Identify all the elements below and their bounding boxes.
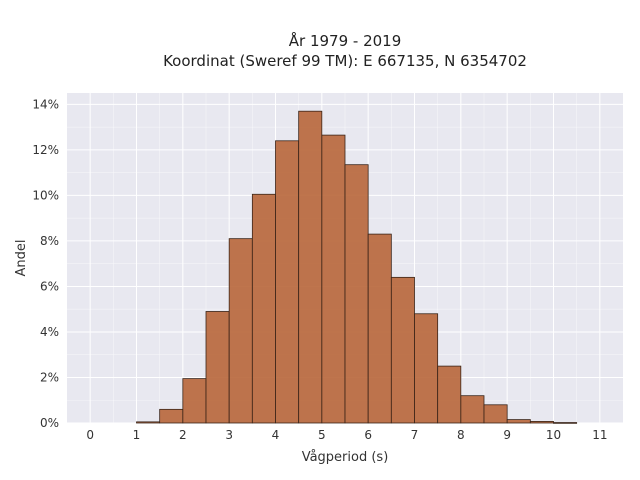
histogram-chart: År 1979 - 2019 Koordinat (Sweref 99 TM):… (0, 0, 640, 480)
histogram-bar (137, 422, 160, 423)
x-tick-label: 9 (503, 428, 511, 442)
histogram-bar (507, 420, 530, 423)
histogram-bar (415, 314, 438, 423)
x-tick-labels: 0 1 2 3 4 5 6 7 8 9 10 11 (86, 428, 607, 442)
chart-subtitle: Koordinat (Sweref 99 TM): E 667135, N 63… (163, 52, 527, 70)
y-tick-label: 8% (40, 234, 59, 248)
x-tick-label: 6 (364, 428, 372, 442)
y-axis-label: Andel (14, 240, 29, 277)
chart-title: År 1979 - 2019 (289, 31, 402, 50)
x-tick-label: 1 (133, 428, 141, 442)
x-tick-label: 7 (411, 428, 419, 442)
histogram-bar (554, 423, 577, 424)
histogram-bar (322, 135, 345, 423)
x-tick-label: 11 (592, 428, 607, 442)
histogram-bar (160, 409, 183, 423)
x-tick-label: 2 (179, 428, 187, 442)
x-tick-label: 5 (318, 428, 326, 442)
x-tick-label: 4 (272, 428, 280, 442)
y-tick-label: 14% (32, 97, 59, 111)
histogram-bar (438, 366, 461, 423)
histogram-bar (206, 311, 229, 423)
y-tick-label: 6% (40, 279, 59, 293)
y-tick-label: 0% (40, 416, 59, 430)
histogram-bar (229, 239, 252, 423)
y-tick-label: 2% (40, 370, 59, 384)
histogram-bar (252, 194, 275, 423)
histogram-bar (484, 405, 507, 423)
x-tick-label: 3 (225, 428, 233, 442)
x-tick-label: 0 (86, 428, 94, 442)
x-tick-label: 10 (546, 428, 561, 442)
y-tick-labels: 0% 2% 4% 6% 8% 10% 12% 14% (32, 97, 59, 430)
histogram-bar (368, 234, 391, 423)
histogram-bar (345, 165, 368, 423)
histogram-bar (530, 421, 553, 423)
histogram-bar (391, 277, 414, 423)
histogram-bar (183, 379, 206, 423)
histogram-bar (461, 396, 484, 423)
y-tick-label: 12% (32, 143, 59, 157)
histogram-bar (276, 141, 299, 423)
x-axis-label: Vågperiod (s) (302, 450, 389, 465)
y-tick-label: 4% (40, 325, 59, 339)
histogram-bar (299, 111, 322, 423)
x-tick-label: 8 (457, 428, 465, 442)
y-tick-label: 10% (32, 188, 59, 202)
